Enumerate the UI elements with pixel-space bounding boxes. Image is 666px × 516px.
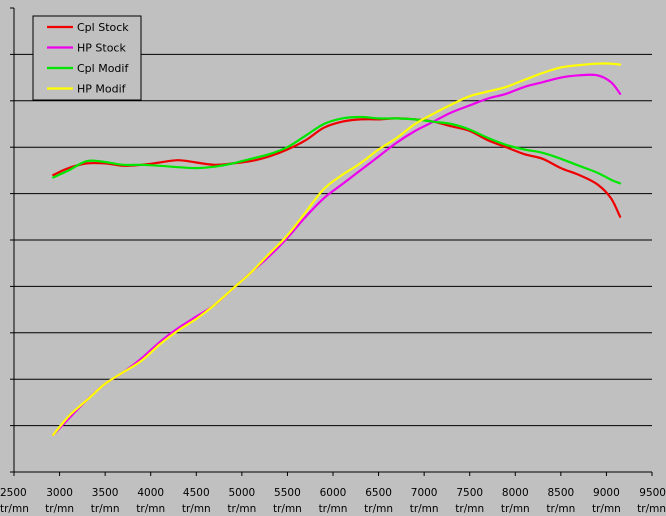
legend-label-cpl-stock: Cpl Stock [77,21,129,34]
x-tick-label: 4000 [137,487,164,499]
x-tick-label: 3500 [92,487,119,499]
x-tick-unit: tr/mn [546,503,575,515]
x-tick-unit: tr/mn [182,503,211,515]
axes: 2500 tr/mn 3000 tr/mn 3500 tr/mn 4000 tr/mn 4500… [0,7,666,515]
series-lines [52,62,622,436]
x-tick-unit: tr/mn [45,503,74,515]
x-tick-label: 5500 [274,487,301,499]
x-tick-label: 4500 [183,487,210,499]
x-tick-unit: tr/mn [501,503,530,515]
x-tick-label: 9500 [639,487,666,499]
x-tick-unit: tr/mn [592,503,621,515]
legend-label-hp-modif: HP Modif [77,83,127,96]
x-tick-unit: tr/mn [273,503,302,515]
x-tick-unit: tr/mn [136,503,165,515]
x-tick-unit: tr/mn [227,503,256,515]
x-tick-unit: tr/mn [91,503,120,515]
x-tick-label: 9000 [593,487,620,499]
x-tick-unit: tr/mn [410,503,439,515]
legend-label-hp-stock: HP Stock [77,42,126,55]
legend-label-cpl-modif: Cpl Modif [77,62,129,75]
x-tick-label: 6000 [320,487,347,499]
series-line-cpl-modif [52,115,622,185]
x-tick-label: 7500 [456,487,483,499]
x-tick-label: 3000 [46,487,73,499]
x-tick-unit: tr/mn [637,503,666,515]
x-tick-label: 7000 [411,487,438,499]
x-tick-label: 5000 [228,487,255,499]
x-tick-unit: tr/mn [0,503,29,515]
x-tick-unit: tr/mn [319,503,348,515]
x-tick-label: 6500 [365,487,392,499]
x-tick-unit: tr/mn [455,503,484,515]
x-tick-label: 8000 [502,487,529,499]
series-line-hp-modif [52,62,622,436]
legend: Cpl Stock HP Stock Cpl Modif HP Modif [32,15,142,101]
x-tick-unit: tr/mn [364,503,393,515]
x-tick-label: 8500 [547,487,574,499]
legend-box [32,15,142,101]
series-line-hp-stock [52,73,622,436]
x-tick-label: 2500 [0,487,27,499]
